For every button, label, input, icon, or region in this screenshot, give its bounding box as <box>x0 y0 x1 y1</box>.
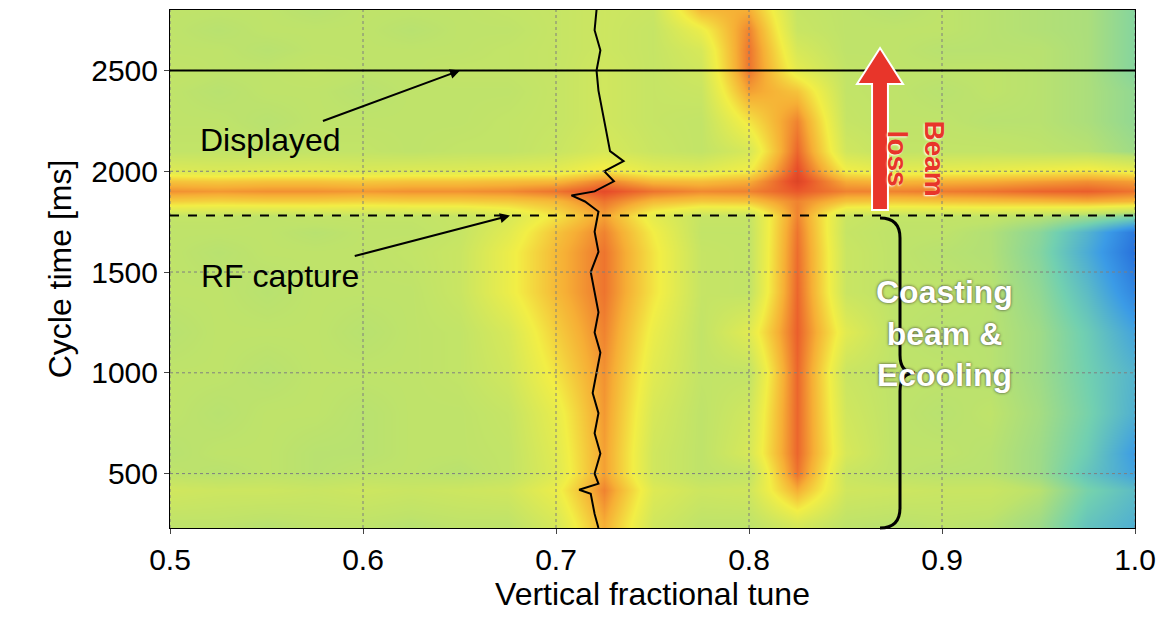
svg-text:2000: 2000 <box>91 155 158 188</box>
svg-text:2500: 2500 <box>91 54 158 87</box>
svg-text:Displayed: Displayed <box>200 122 341 158</box>
svg-text:1000: 1000 <box>91 356 158 389</box>
svg-text:Cycle time [ms]: Cycle time [ms] <box>42 160 78 379</box>
svg-text:RF capture: RF capture <box>201 258 359 294</box>
svg-text:0.5: 0.5 <box>149 543 191 576</box>
svg-text:1500: 1500 <box>91 256 158 289</box>
svg-text:0.6: 0.6 <box>342 543 384 576</box>
svg-text:0.9: 0.9 <box>921 543 963 576</box>
svg-text:Coastingbeam &Ecooling: Coastingbeam &Ecooling <box>876 274 1013 393</box>
svg-text:500: 500 <box>108 457 158 490</box>
svg-text:Vertical fractional tune: Vertical fractional tune <box>495 576 810 612</box>
svg-text:1.0: 1.0 <box>1114 543 1156 576</box>
svg-text:Beamloss: Beamloss <box>882 121 949 197</box>
svg-text:0.8: 0.8 <box>728 543 770 576</box>
svg-text:0.7: 0.7 <box>535 543 577 576</box>
